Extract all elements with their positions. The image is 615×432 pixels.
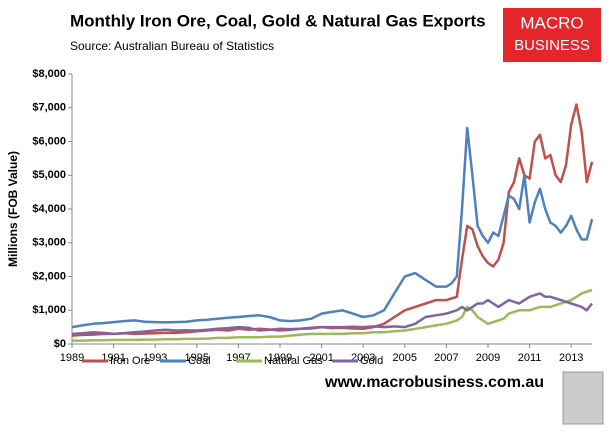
legend-label: Coal xyxy=(188,355,211,367)
logo-box xyxy=(503,8,601,62)
legend-label: Gold xyxy=(360,355,383,367)
x-tick-label: 1989 xyxy=(60,352,84,364)
y-tick-label: $0 xyxy=(54,338,66,350)
wolf-icon xyxy=(562,371,604,425)
x-tick-label: 2005 xyxy=(393,352,417,364)
x-tick-label: 2013 xyxy=(559,352,583,364)
chart-title: Monthly Iron Ore, Coal, Gold & Natural G… xyxy=(70,11,486,30)
logo-text: MACRO xyxy=(520,13,583,32)
x-tick-label: 1995 xyxy=(185,352,209,364)
y-tick-label: $7,000 xyxy=(32,102,66,114)
legend-label: Natural Gas xyxy=(264,355,323,367)
y-tick-label: $4,000 xyxy=(32,203,66,215)
y-tick-label: $6,000 xyxy=(32,135,66,147)
logo-text: BUSINESS xyxy=(514,37,590,54)
y-axis-label: Millions (FOB Value) xyxy=(6,151,20,267)
x-tick-label: 2007 xyxy=(434,352,458,364)
x-tick-label: 2001 xyxy=(309,352,333,364)
series-line xyxy=(71,126,594,329)
y-tick-label: $8,000 xyxy=(32,68,66,80)
legend-label: Iron Ore xyxy=(110,355,150,367)
series-line xyxy=(71,103,594,337)
y-tick-label: $1,000 xyxy=(32,304,66,316)
y-tick-label: $3,000 xyxy=(32,237,66,249)
y-tick-label: $2,000 xyxy=(32,270,66,282)
x-tick-label: 2009 xyxy=(476,352,500,364)
x-tick-label: 2011 xyxy=(518,352,542,364)
series-line xyxy=(72,288,593,342)
series-line xyxy=(71,292,593,336)
website: www.macrobusiness.com.au xyxy=(324,374,544,391)
y-tick-label: $5,000 xyxy=(32,169,66,181)
chart-subtitle: Source: Australian Bureau of Statistics xyxy=(70,39,274,53)
x-tick-label: 1999 xyxy=(268,352,292,364)
